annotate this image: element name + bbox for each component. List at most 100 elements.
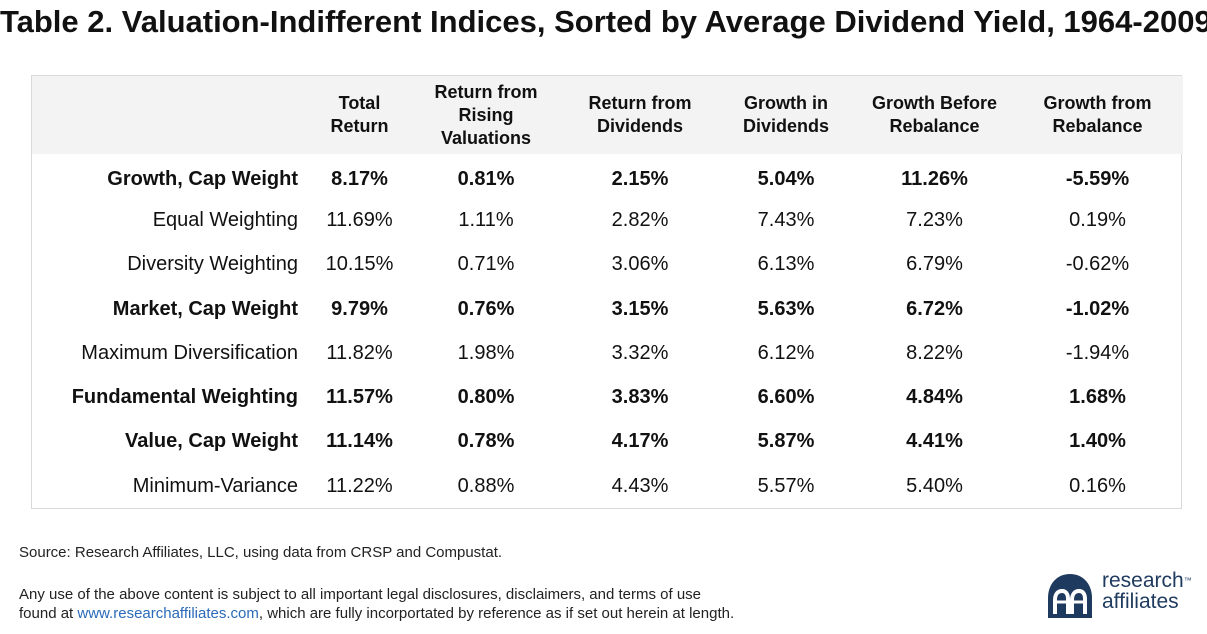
column-header-line1: Total xyxy=(338,93,381,113)
table-cell: 8.17% xyxy=(331,167,388,190)
table-cell: 6.60% xyxy=(757,386,815,409)
column-header-line2: Dividends xyxy=(596,116,684,136)
table-row: Growth, Cap Weight 8.17% 0.81% 2.15% 5.04% 11… xyxy=(32,154,1183,198)
row-label: Minimum-Variance xyxy=(132,474,298,497)
column-header: Growth Before Rebalance xyxy=(857,76,1012,154)
logo-text: research™ affiliates xyxy=(1102,570,1192,612)
table-title: Table 2. Valuation-Indifferent Indices, … xyxy=(0,4,1207,39)
row-label: Diversity Weighting xyxy=(127,253,298,276)
column-header: Return from Dividends xyxy=(565,76,715,154)
table-cell: 5.40% xyxy=(906,474,963,497)
research-affiliates-logo: research™ affiliates xyxy=(1046,570,1196,620)
table-cell: 6.13% xyxy=(757,253,815,276)
column-header-line2: Return xyxy=(330,116,389,136)
row-label: Market, Cap Weight xyxy=(112,297,298,320)
table-cell: 2.82% xyxy=(611,208,669,231)
table-cell: 0.80% xyxy=(457,386,515,409)
table-row: Market, Cap Weight 9.79% 0.76% 3.15% 5.63% 6.… xyxy=(32,287,1183,331)
table-cell: 11.57% xyxy=(326,386,393,409)
row-label: Value, Cap Weight xyxy=(125,430,298,453)
table-cell: 11.26% xyxy=(901,167,968,190)
disclaimer-line2-post: , which are fully incorportated by refer… xyxy=(258,605,735,622)
column-header: Growth in Dividends xyxy=(715,76,857,154)
disclaimer-line2-pre: found at xyxy=(19,605,78,622)
table-cell: 5.63% xyxy=(757,297,815,320)
table-cell: 6.72% xyxy=(906,297,963,320)
table-cell: 7.23% xyxy=(906,208,963,231)
table-cell: 0.76% xyxy=(457,297,515,320)
table-cell: 0.78% xyxy=(457,430,515,453)
table-body: Growth, Cap Weight 8.17% 0.81% 2.15% 5.04% 11… xyxy=(32,154,1183,508)
table-cell: 4.84% xyxy=(906,386,963,409)
table-cell: 6.12% xyxy=(757,341,815,364)
table-cell: -1.02% xyxy=(1065,297,1130,320)
column-header: Return from Rising Valuations xyxy=(407,76,565,154)
table-cell: 10.15% xyxy=(325,253,394,276)
table-cell: 3.32% xyxy=(611,341,669,364)
table-cell: 5.57% xyxy=(757,474,815,497)
table-cell: 3.06% xyxy=(611,253,669,276)
table-cell: -1.94% xyxy=(1065,341,1130,364)
column-header: Total Return xyxy=(312,76,407,154)
table-cell: 0.16% xyxy=(1069,474,1126,497)
table-cell: -5.59% xyxy=(1065,167,1130,190)
table-row: Diversity Weighting 10.15% 0.71% 3.06% 6.13%… xyxy=(32,243,1183,287)
table-cell: 11.22% xyxy=(326,474,393,497)
data-table-container: Total Return Return from Rising Valuations R… xyxy=(31,75,1183,509)
table-cell: 0.19% xyxy=(1069,208,1126,231)
column-header-line2: Rising Valuations xyxy=(440,104,532,148)
logo-mark-icon xyxy=(1048,574,1092,618)
table-cell: 3.15% xyxy=(611,297,669,320)
row-label: Growth, Cap Weight xyxy=(107,167,298,190)
table-cell: 6.79% xyxy=(906,253,963,276)
table-cell: 7.43% xyxy=(757,208,815,231)
row-label: Equal Weighting xyxy=(152,208,298,231)
table-cell: 11.82% xyxy=(326,341,393,364)
disclaimer: Any use of the above content is subject … xyxy=(19,585,899,623)
column-header-line1: Growth from xyxy=(1043,93,1152,113)
logo-line2: affiliates xyxy=(1102,590,1179,613)
column-header-line2: Rebalance xyxy=(1052,116,1143,136)
logo-tm: ™ xyxy=(1183,576,1192,585)
table-cell: 1.11% xyxy=(458,208,514,231)
table-cell: 5.87% xyxy=(757,430,815,453)
table-cell: 2.15% xyxy=(611,167,669,190)
row-label: Maximum Diversification xyxy=(81,341,298,364)
table-cell: -0.62% xyxy=(1065,253,1130,276)
source-note: Source: Research Affiliates, LLC, using … xyxy=(19,544,503,561)
table-row: Fundamental Weighting 11.57% 0.80% 3.83% 6.6… xyxy=(32,375,1183,419)
table-row: Equal Weighting 11.69% 1.11% 2.82% 7.43% 7.23… xyxy=(32,198,1183,242)
table-cell: 11.69% xyxy=(326,208,393,231)
column-header-line1: Growth in xyxy=(744,93,828,113)
data-table: Total Return Return from Rising Valuations R… xyxy=(32,76,1183,508)
table-row: Minimum-Variance 11.22% 0.88% 4.43% 5.57% 5.4… xyxy=(32,464,1183,508)
header-empty xyxy=(32,76,312,154)
table-cell: 8.22% xyxy=(906,341,963,364)
disclaimer-line1: Any use of the above content is subject … xyxy=(19,586,702,603)
website-link[interactable]: www.researchaffiliates.com xyxy=(77,605,259,622)
column-header-line2: Dividends xyxy=(742,116,830,136)
column-header-line1: Growth Before xyxy=(871,93,997,113)
column-header: Growth from Rebalance xyxy=(1012,76,1183,154)
table-cell: 1.68% xyxy=(1069,386,1126,409)
table-cell: 4.41% xyxy=(906,430,963,453)
table-cell: 4.17% xyxy=(611,430,669,453)
table-cell: 5.04% xyxy=(757,167,815,190)
table-cell: 0.81% xyxy=(457,167,515,190)
table-row: Maximum Diversification 11.82% 1.98% 3.32% 6… xyxy=(32,331,1183,375)
table-cell: 3.83% xyxy=(611,386,669,409)
table-cell: 0.88% xyxy=(457,474,515,497)
column-header-line2: Rebalance xyxy=(889,116,980,136)
table-row: Value, Cap Weight 11.14% 0.78% 4.17% 5.87% 4.… xyxy=(32,420,1183,464)
table-cell: 11.14% xyxy=(326,430,393,453)
table-cell: 0.71% xyxy=(457,253,515,276)
table-cell: 1.40% xyxy=(1069,430,1126,453)
column-header-line1: Return from xyxy=(588,93,692,113)
column-header-line1: Return from xyxy=(434,81,538,102)
table-cell: 9.79% xyxy=(331,297,388,320)
logo-line1: research xyxy=(1102,569,1184,592)
row-label: Fundamental Weighting xyxy=(71,386,298,409)
table-cell: 4.43% xyxy=(611,474,669,497)
table-cell: 1.98% xyxy=(457,341,515,364)
header-row: Total Return Return from Rising Valuations R… xyxy=(32,76,1183,154)
